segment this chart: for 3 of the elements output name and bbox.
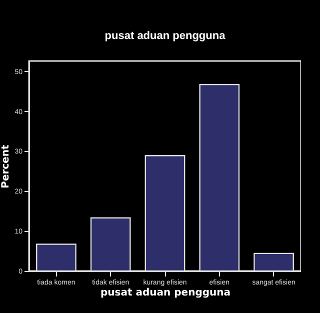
y-axis-title: Percent [0, 144, 12, 188]
x-axis-title: pusat aduan pengguna [100, 288, 230, 298]
chart-title: pusat aduan pengguna [104, 30, 226, 42]
